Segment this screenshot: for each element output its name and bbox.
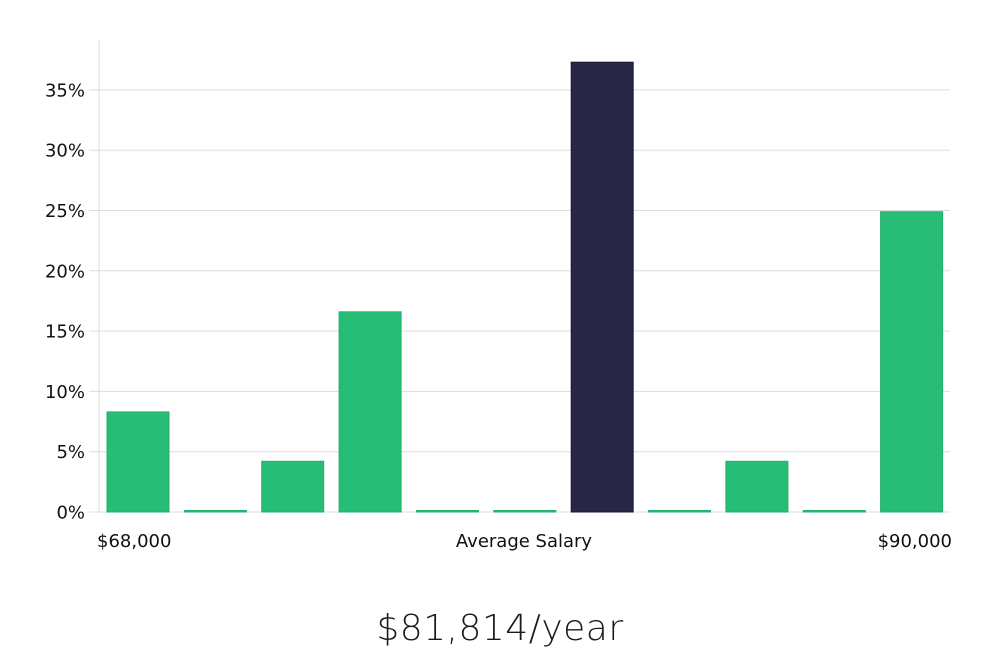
average-salary-value: $81,814/year — [376, 608, 624, 649]
y-tick-label: 0% — [56, 503, 85, 524]
y-tick-label: 5% — [56, 442, 85, 463]
y-tick-label: 15% — [45, 322, 85, 343]
y-tick-label: 30% — [45, 141, 85, 162]
bars — [106, 61, 944, 513]
y-tick-labels: 0% 5% 10% 15% 20% 25% 30% 35% — [45, 80, 85, 523]
x-min-label: $68,000 — [97, 531, 171, 552]
bar — [725, 460, 789, 513]
bar — [493, 510, 557, 513]
bar — [880, 211, 944, 513]
bar-highlighted — [570, 61, 634, 513]
bar — [183, 510, 247, 513]
y-tick-label: 20% — [45, 261, 85, 282]
grid-lines — [89, 89, 950, 513]
bar — [261, 460, 325, 513]
y-tick-label: 35% — [45, 80, 85, 101]
bar — [106, 411, 170, 513]
bar — [648, 510, 711, 513]
y-tick-label: 10% — [45, 382, 85, 403]
y-tick-label: 25% — [45, 201, 85, 222]
bar — [802, 510, 866, 513]
salary-histogram: 0% 5% 10% 15% 20% 25% 30% 35% $68,000 Average S… — [45, 40, 952, 552]
x-axis-title: Average Salary — [456, 531, 593, 552]
bar — [416, 510, 479, 513]
x-max-label: $90,000 — [878, 531, 952, 552]
bar — [338, 311, 402, 513]
